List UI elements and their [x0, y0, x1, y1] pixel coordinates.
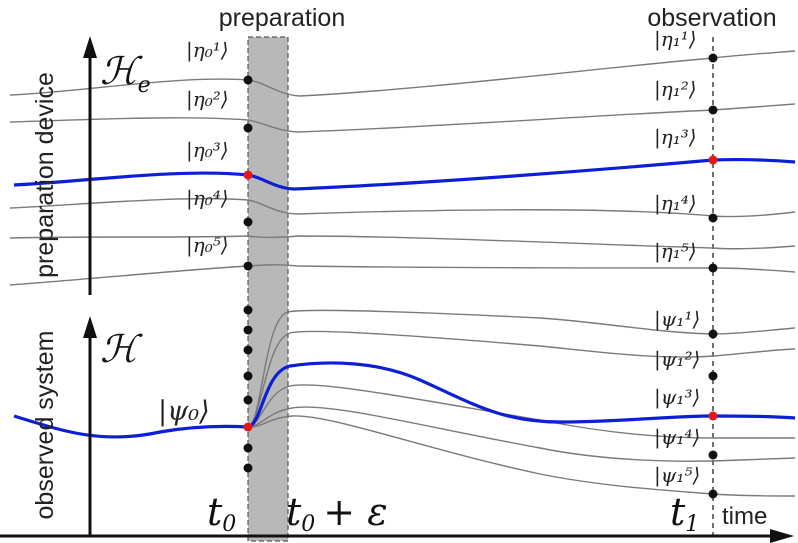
observation-label: observation [647, 4, 776, 32]
dot [708, 213, 718, 223]
dot [243, 443, 253, 453]
system-curve-2 [247, 330, 796, 428]
right-psi-ket-labels: |ψ₁¹⟩ |ψ₁²⟩ |ψ₁³⟩ |ψ₁⁴⟩ |ψ₁⁵⟩ [654, 307, 700, 488]
system-curve-1 [247, 309, 796, 428]
time-axis-arrowhead [770, 529, 794, 543]
dot [708, 105, 718, 115]
t0eps-subscript: 0 [301, 512, 315, 537]
observed-system-label: observed system [31, 331, 59, 520]
preparation-device-label: preparation device [31, 72, 59, 278]
dot [708, 329, 718, 339]
system-state-curves [247, 309, 796, 497]
dot [243, 75, 253, 85]
ket-psi1-4: |ψ₁⁴⟩ [654, 425, 700, 450]
system-axis-arrowhead [83, 316, 97, 338]
dot [243, 463, 253, 473]
dot [708, 371, 718, 381]
left-ket-labels: |η₀¹⟩ |η₀²⟩ |η₀³⟩ |η₀⁴⟩ |η₀⁵⟩ [186, 38, 229, 258]
t0-symbol: t [207, 490, 223, 534]
ket-eta0-1: |η₀¹⟩ [186, 38, 229, 63]
ket-psi0: |ψ₀⟩ [158, 396, 210, 427]
hilbert-space-label: ℋ [100, 327, 143, 371]
ket-eta1-3: |η₁³⟩ [654, 125, 697, 150]
preparation-label: preparation [219, 4, 345, 32]
device-curve-5 [9, 264, 796, 286]
dot [243, 261, 253, 271]
device-highlight-curve [13, 158, 796, 191]
hilbert-subscript: e [138, 73, 151, 98]
ket-eta0-4: |η₀⁴⟩ [186, 186, 229, 211]
dot [243, 345, 253, 355]
device-axis-arrowhead [83, 36, 97, 58]
ket-psi1-2: |ψ₁²⟩ [654, 347, 700, 372]
dot [243, 371, 253, 381]
ket-eta0-3: |η₀³⟩ [186, 138, 229, 163]
t0-subscript: 0 [222, 512, 236, 537]
preparation-dots [243, 75, 253, 473]
axes [0, 36, 794, 543]
preparation-interval-band [247, 36, 289, 542]
t1-symbol: t [670, 490, 686, 534]
t1-subscript: 1 [685, 512, 699, 537]
t0-plus-epsilon-label: t0 + ε [286, 490, 388, 537]
ket-eta1-2: |η₁²⟩ [654, 77, 697, 102]
ket-psi1-1: |ψ₁¹⟩ [654, 307, 700, 332]
right-eta-ket-labels: |η₁¹⟩ |η₁²⟩ |η₁³⟩ |η₁⁴⟩ |η₁⁵⟩ [654, 27, 697, 264]
marker-dot-red [708, 155, 718, 165]
device-curve-4 [9, 235, 796, 250]
dot [708, 53, 718, 63]
system-curve-5 [247, 406, 796, 462]
marker-dot-red [243, 170, 253, 180]
system-curve-6 [247, 415, 796, 497]
system-highlight-curve [13, 361, 796, 439]
hilbert-symbol: ℋ [100, 49, 143, 93]
ket-eta1-1: |η₁¹⟩ [654, 27, 697, 52]
t1-label: t1 [670, 490, 699, 537]
dot [243, 305, 253, 315]
marker-dot-red [243, 422, 253, 432]
dot [243, 395, 253, 405]
hilbert-space-e-label: ℋe [100, 49, 151, 98]
dot [708, 263, 718, 273]
ket-eta1-4: |η₁⁴⟩ [654, 191, 697, 216]
observation-dots [708, 53, 718, 499]
t0-label: t0 [207, 490, 236, 537]
ket-eta0-2: |η₀²⟩ [186, 87, 229, 112]
ket-psi1-3: |ψ₁³⟩ [654, 385, 700, 410]
dot [243, 123, 253, 133]
ket-eta1-5: |η₁⁵⟩ [654, 239, 697, 264]
t0eps-suffix: + ε [323, 490, 387, 534]
t0eps-symbol: t [286, 490, 302, 534]
dot [708, 450, 718, 460]
ket-eta0-5: |η₀⁵⟩ [186, 233, 229, 258]
ket-psi1-5: |ψ₁⁵⟩ [654, 463, 700, 488]
dot [243, 325, 253, 335]
dot [708, 489, 718, 499]
dot [243, 217, 253, 227]
marker-dot-red [708, 411, 718, 421]
time-axis-label: time [722, 503, 767, 530]
